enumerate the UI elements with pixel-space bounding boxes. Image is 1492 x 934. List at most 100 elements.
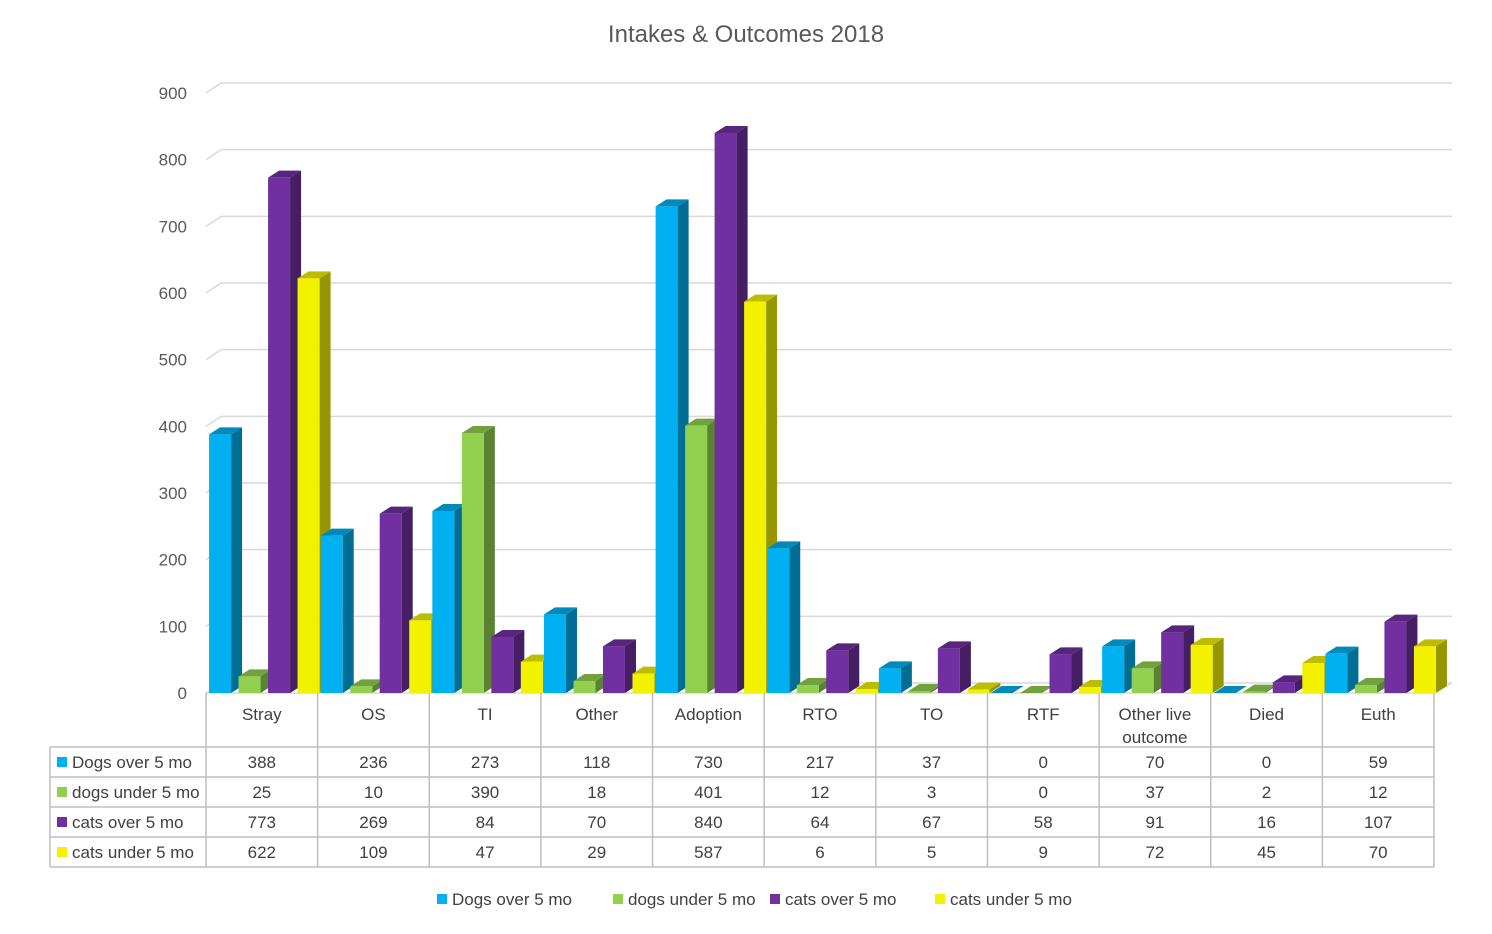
- bar-front: [1243, 691, 1266, 693]
- table-row-key: [57, 847, 67, 857]
- bar-front: [409, 620, 432, 693]
- bar-top: [432, 504, 466, 511]
- bar: [1272, 675, 1306, 693]
- bar-top: [1161, 625, 1195, 633]
- data-label: 47: [476, 843, 495, 862]
- bar-front: [268, 177, 291, 693]
- bar: [1049, 647, 1083, 693]
- legend-swatch: [935, 894, 945, 904]
- bar-front: [320, 535, 343, 693]
- bar-top: [655, 199, 689, 207]
- data-label: 5: [927, 843, 936, 862]
- bar-front: [1413, 646, 1436, 693]
- bar: [1384, 614, 1418, 693]
- data-label: 0: [1262, 753, 1271, 772]
- legend-label: dogs under 5 mo: [628, 890, 756, 909]
- bar: [543, 607, 577, 693]
- category-label: TI: [478, 705, 493, 724]
- bar-top: [1354, 678, 1388, 685]
- data-label: 773: [248, 813, 276, 832]
- y-tick-label: 200: [159, 551, 187, 570]
- bar-side: [483, 426, 495, 693]
- bar: [1213, 686, 1247, 693]
- category-label: Other: [575, 705, 618, 724]
- bar-side: [900, 661, 912, 693]
- bar-front: [350, 686, 373, 693]
- legend-item: cats over 5 mo: [770, 890, 897, 909]
- bar-side: [1435, 639, 1447, 693]
- data-label: 12: [811, 783, 830, 802]
- table-row-key: [57, 757, 67, 767]
- bar-top: [796, 678, 830, 685]
- data-label: 236: [359, 753, 387, 772]
- bar-front: [238, 676, 261, 693]
- bar: [1020, 686, 1054, 693]
- bar-top: [209, 427, 243, 435]
- y-tick-label: 800: [159, 151, 187, 170]
- bar-top: [350, 679, 384, 687]
- bar: [937, 641, 971, 693]
- bar: [1413, 639, 1447, 693]
- data-label: 91: [1145, 813, 1164, 832]
- bar-front: [655, 206, 678, 694]
- bar-front: [573, 681, 596, 693]
- bar-top: [543, 607, 577, 615]
- data-label: 118: [583, 753, 610, 772]
- bar-top: [1213, 686, 1247, 693]
- bar-top: [238, 669, 272, 677]
- bar-top: [714, 126, 748, 133]
- category-label: RTF: [1027, 705, 1060, 724]
- chart-title: Intakes & Outcomes 2018: [608, 21, 884, 48]
- bar-top: [826, 643, 860, 651]
- bar-front: [1190, 645, 1213, 693]
- bar-top: [878, 661, 912, 669]
- bar-front: [543, 614, 566, 693]
- data-label: 18: [587, 783, 606, 802]
- bar-front: [520, 661, 543, 693]
- bar: [432, 504, 466, 693]
- legend-item: cats under 5 mo: [935, 890, 1072, 909]
- bar-front: [1102, 646, 1125, 693]
- bar: [908, 684, 942, 693]
- legend-item: dogs under 5 mo: [613, 890, 756, 909]
- bar: [655, 199, 689, 694]
- bar-front: [796, 685, 819, 693]
- bar: [714, 126, 748, 693]
- data-label: 12: [1369, 783, 1388, 802]
- table-row-key: [57, 817, 67, 827]
- category-label: Stray: [242, 705, 282, 724]
- bar-top: [1413, 639, 1447, 647]
- bar-front: [297, 278, 320, 693]
- data-label: 390: [471, 783, 499, 802]
- bar-front: [461, 433, 484, 693]
- bar-side: [1347, 646, 1359, 693]
- bar-front: [1079, 687, 1102, 693]
- bar-top: [685, 418, 719, 426]
- legend-label: cats over 5 mo: [785, 890, 897, 909]
- bar-side: [989, 682, 1001, 693]
- bar-front: [1384, 621, 1407, 693]
- data-label: 840: [694, 813, 722, 832]
- table-row-label: dogs under 5 mo: [72, 783, 200, 802]
- legend-swatch: [437, 894, 447, 904]
- bar: [878, 661, 912, 693]
- category-label: Euth: [1361, 705, 1396, 724]
- bar: [1161, 625, 1195, 693]
- bar-front: [379, 513, 402, 693]
- bar-top: [1049, 647, 1083, 655]
- bar: [796, 678, 830, 693]
- y-tick-label: 0: [178, 684, 187, 703]
- legend-swatch: [613, 894, 623, 904]
- bar: [238, 669, 272, 693]
- bar-side: [959, 641, 971, 693]
- bar-front: [1131, 668, 1154, 693]
- bar-side: [565, 607, 577, 693]
- table-row-label: cats over 5 mo: [72, 813, 184, 832]
- bar-front: [937, 648, 960, 693]
- bar: [1102, 639, 1136, 693]
- y-tick-label: 700: [159, 217, 187, 236]
- legend-swatch: [770, 894, 780, 904]
- legend-label: cats under 5 mo: [950, 890, 1072, 909]
- category-label: RTO: [802, 705, 837, 724]
- data-label: 25: [252, 783, 271, 802]
